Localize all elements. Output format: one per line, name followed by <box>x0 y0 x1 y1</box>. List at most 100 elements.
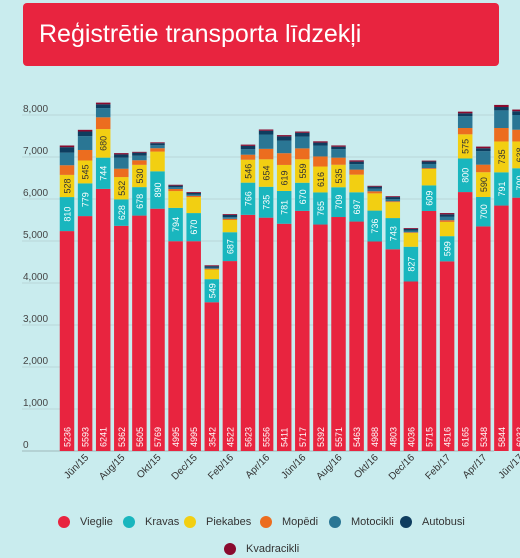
legend-swatch <box>224 543 236 555</box>
bar-segment-motocikli <box>59 152 75 166</box>
bar-segment-vieglie <box>439 261 455 451</box>
bar-segment-kvadracikli <box>222 214 238 216</box>
data-label: 4803 <box>388 427 398 447</box>
bar-segment-autobusi <box>349 161 364 165</box>
bar-segment-piekabes <box>494 141 509 173</box>
bar-segment-kvadracikli <box>168 184 183 186</box>
data-label: 680 <box>99 136 109 151</box>
bar-segment-motocikli <box>240 149 256 155</box>
data-label: 827 <box>406 257 416 272</box>
bar-segment-vieglie <box>59 231 75 451</box>
bar-segment-vieglie <box>77 216 93 451</box>
legend-swatch <box>260 516 272 528</box>
data-label: 709 <box>334 195 344 210</box>
bar-segment-piekabes <box>59 174 75 198</box>
bar-segment-vieglie <box>204 302 220 451</box>
bar-segment-kravas <box>349 192 364 222</box>
data-label: 609 <box>425 191 435 206</box>
data-label: 6032 <box>515 427 520 447</box>
bar-segment-kravas <box>95 157 111 189</box>
bar-segment-mopēdi <box>457 128 473 135</box>
bar-segment-motocikli <box>512 115 520 130</box>
bar-segment-kravas <box>512 168 520 198</box>
bar-segment-vieglie <box>403 281 419 451</box>
bar-segment-autobusi <box>240 145 256 150</box>
bar-segment-autobusi <box>457 113 473 117</box>
bar-segment-kravas <box>421 185 437 211</box>
bar-segment-motocikli <box>367 188 382 192</box>
bar-segment-mopēdi <box>421 168 437 170</box>
bar-segment-kravas <box>313 192 328 225</box>
legend-item-autobusi: Autobusi <box>400 516 465 528</box>
y-tick-label: 6,000 <box>23 188 48 199</box>
bar-segment-vieglie <box>168 241 183 451</box>
data-label: 765 <box>316 201 326 216</box>
bar-segment-kravas <box>258 186 274 218</box>
x-tick-label: Feb/16 <box>206 452 236 482</box>
bar-segment-autobusi <box>313 142 328 146</box>
bar-segment-vieglie <box>222 261 238 451</box>
data-label: 5463 <box>352 427 362 447</box>
bar-segment-autobusi <box>186 192 201 195</box>
bar-segment-motocikli <box>476 151 491 165</box>
bar-segment-piekabes <box>132 164 147 188</box>
bar-segment-mopēdi <box>512 129 520 142</box>
bar-segment-piekabes <box>77 160 93 184</box>
bar-segment-piekabes <box>367 193 382 211</box>
x-tick-label: Dec/16 <box>387 452 417 482</box>
bar-segment-kravas <box>476 196 491 227</box>
data-label: 890 <box>153 182 163 197</box>
bar-segment-piekabes <box>385 202 401 219</box>
data-label: 532 <box>117 181 127 196</box>
bar-segment-piekabes <box>476 172 491 197</box>
data-label: 800 <box>461 168 471 183</box>
data-label: 5556 <box>262 427 272 447</box>
data-label: 559 <box>298 163 308 178</box>
data-label: 779 <box>81 192 91 207</box>
data-label: 5348 <box>479 427 489 447</box>
data-label: 791 <box>497 181 507 196</box>
y-tick-label: 7,000 <box>23 146 48 157</box>
bar-segment-vieglie <box>276 223 292 451</box>
legend-label: Vieglie <box>80 516 113 528</box>
bar-segment-mopēdi <box>476 164 491 173</box>
legend-item-kravas: Kravas <box>123 516 179 528</box>
bar-segment-vieglie <box>385 249 401 451</box>
bar-segment-mopēdi <box>240 154 256 160</box>
data-label: 5411 <box>280 428 290 447</box>
bar-segment-piekabes <box>421 169 437 186</box>
bar-segment-vieglie <box>295 210 310 451</box>
data-label: 4995 <box>171 427 181 447</box>
data-label: 781 <box>280 200 290 215</box>
bar-segment-motocikli <box>349 164 364 170</box>
bar-segment-kravas <box>59 197 75 232</box>
y-tick-label: 1,000 <box>23 398 48 409</box>
legend-label: Kravas <box>145 516 180 528</box>
bar-segment-kvadracikli <box>276 135 292 137</box>
bar-segment-kravas <box>403 246 419 282</box>
data-label: 5623 <box>244 427 254 447</box>
bar-segment-piekabes <box>186 197 201 214</box>
bar-segment-kvadracikli <box>349 160 364 162</box>
data-label: 638 <box>515 147 520 162</box>
bar-segment-mopēdi <box>403 232 419 233</box>
bar-segment-autobusi <box>295 132 310 137</box>
bar-segment-mopēdi <box>494 128 509 142</box>
data-label: 5392 <box>316 427 326 447</box>
bar-segment-kvadracikli <box>77 129 93 132</box>
data-label: 700 <box>479 204 489 219</box>
bar-segment-autobusi <box>132 152 147 156</box>
bar-segment-mopēdi <box>385 201 401 203</box>
legend-item-kvadracikli: Kvadracikli <box>224 543 299 555</box>
data-label: 687 <box>225 239 235 254</box>
y-tick-label: 3,000 <box>23 314 48 325</box>
bar-segment-kvadracikli <box>476 146 491 149</box>
data-label: 4988 <box>370 427 380 447</box>
data-label: 5769 <box>153 427 163 447</box>
x-tick-label: Feb/17 <box>423 452 453 482</box>
bar-segment-kvadracikli <box>258 129 274 131</box>
x-tick-label: Dec/15 <box>170 452 200 482</box>
data-label: 619 <box>280 170 290 185</box>
bar-segment-mopēdi <box>439 220 455 222</box>
bar-segment-autobusi <box>367 186 382 189</box>
